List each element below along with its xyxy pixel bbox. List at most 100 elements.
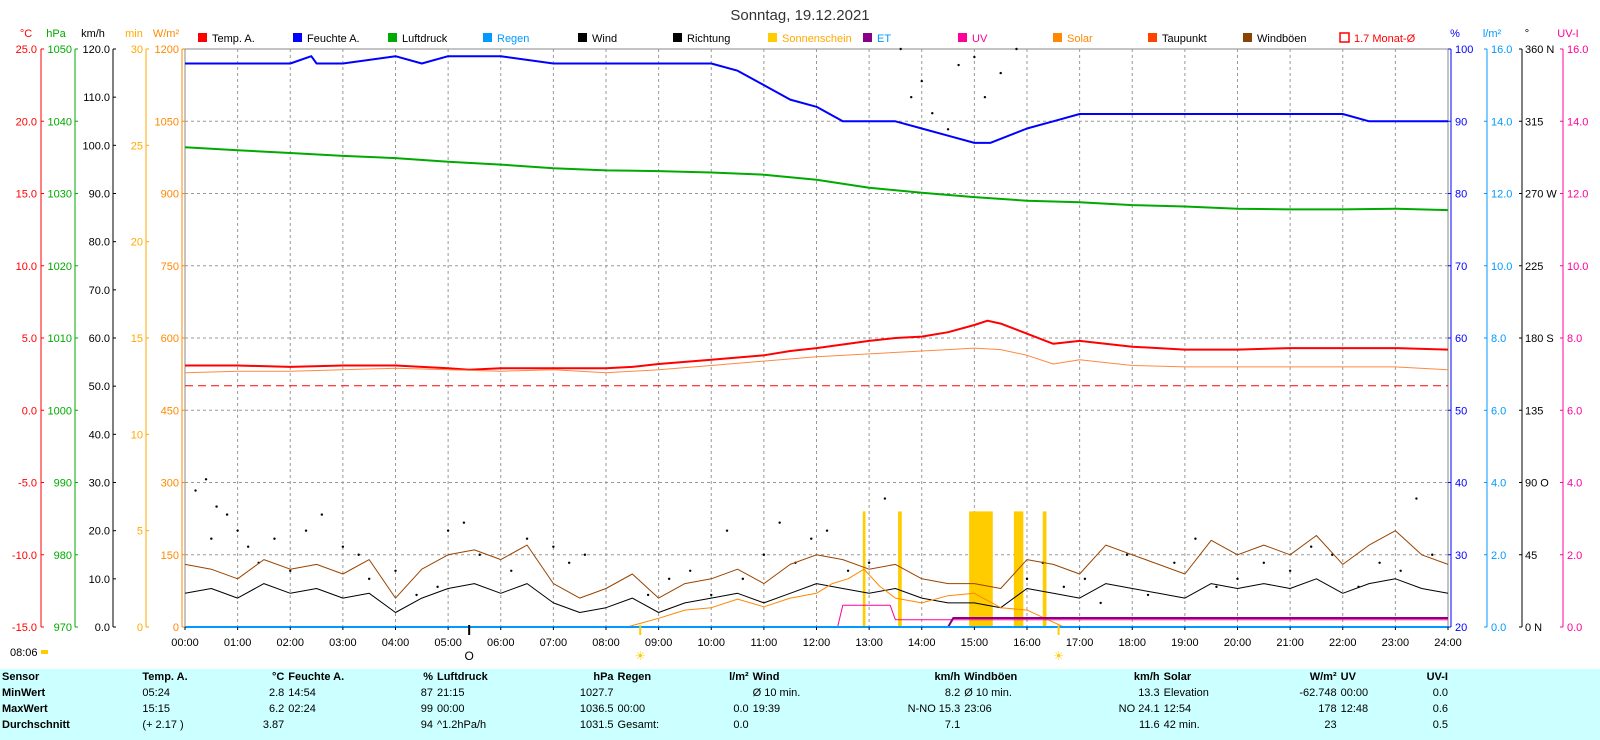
stats-cell: 6.2 xyxy=(269,703,285,715)
axis-tick-label: 135 xyxy=(1525,405,1543,417)
stats-header-row: Sensor Temp. A. °C Feuchte A.% Luftdruck hPa R… xyxy=(0,669,1450,685)
stats-cell: 0.0 xyxy=(733,719,749,731)
stats-cell: 3.87 xyxy=(262,719,285,731)
stats-cell: NO 24.1 xyxy=(1118,703,1160,715)
stats-row: MinWert 05:24 2.8 14:54 87 21:15 1027.7 Ø 10 mi… xyxy=(0,685,1450,701)
direction-point xyxy=(1378,561,1381,564)
axis-tick-label: 10 xyxy=(131,429,143,441)
axis-tick-label: 450 xyxy=(161,405,179,417)
axis-tick-label: 1050 xyxy=(155,116,179,128)
axis-unit: °C xyxy=(20,28,32,40)
stats-cell: ^1.2hPa/h xyxy=(436,719,487,731)
direction-point xyxy=(1062,585,1066,589)
axis-tick-label: 0 xyxy=(137,622,143,634)
legend-swatch xyxy=(293,33,302,42)
direction-point xyxy=(646,593,650,597)
x-tick-label: 19:00 xyxy=(1171,637,1199,649)
axis-tick-label: 12.0 xyxy=(1567,189,1588,201)
stats-cell: 1031.5 xyxy=(579,719,614,731)
x-tick-label: 20:00 xyxy=(1224,637,1252,649)
axis-tick-label: 2.0 xyxy=(1491,550,1506,562)
legend-swatch xyxy=(863,33,872,42)
stats-table: Sensor Temp. A. °C Feuchte A.% Luftdruck hPa R… xyxy=(0,669,1450,733)
legend-swatch xyxy=(578,33,587,42)
legend-label: Windböen xyxy=(1257,33,1307,45)
axis-tick-label: 1200 xyxy=(155,44,179,56)
chart-title: Sonntag, 19.12.2021 xyxy=(730,7,869,24)
stats-header-cell: l/m² xyxy=(729,671,749,683)
x-tick-label: 14:00 xyxy=(908,637,936,649)
legend-label: Taupunkt xyxy=(1162,33,1207,45)
direction-point xyxy=(973,55,976,59)
x-tick-label: 16:00 xyxy=(1013,637,1041,649)
direction-point xyxy=(1215,585,1218,589)
x-tick-label: 23:00 xyxy=(1382,637,1410,649)
axis-tick-label: 180 S xyxy=(1525,333,1554,345)
axis-tick-label: 80.0 xyxy=(89,237,110,249)
axis-tick-label: 8.0 xyxy=(1491,333,1506,345)
axis-tick-label: 120.0 xyxy=(82,44,110,56)
legend-label: 1.7 Monat-Ø xyxy=(1354,33,1416,45)
axis-tick-label: 1020 xyxy=(48,261,72,273)
stats-header-cell: km/h xyxy=(1133,671,1160,683)
direction-point xyxy=(225,513,229,516)
stats-panel: Sensor Temp. A. °C Feuchte A.% Luftdruck hPa R… xyxy=(0,669,1600,740)
legend-swatch xyxy=(768,33,777,42)
axis-tick-label: 2.0 xyxy=(1567,550,1582,562)
axis-tick-label: 80 xyxy=(1455,189,1467,201)
direction-point xyxy=(194,489,197,492)
axis-tick-label: 15 xyxy=(131,333,143,345)
stats-cell: (+ 2.17 ) xyxy=(142,719,184,731)
direction-point xyxy=(415,593,418,597)
direction-point xyxy=(204,478,208,481)
stats-cell xyxy=(705,685,751,701)
axis-tick-label: 0 xyxy=(173,622,179,634)
legend-swatch xyxy=(673,33,682,42)
direction-point xyxy=(1083,577,1087,581)
direction-point xyxy=(320,513,324,516)
stats-cell xyxy=(286,717,403,733)
direction-point xyxy=(1099,601,1102,605)
axis-tick-label: 12.0 xyxy=(1491,189,1512,201)
legend-swatch xyxy=(1243,33,1252,42)
stats-cell: 0.6 xyxy=(1432,703,1448,715)
x-tick-label: 07:00 xyxy=(540,637,568,649)
x-tick-label: 08:00 xyxy=(592,637,620,649)
stats-row: MaxWert 15:15 6.2 02:24 99 00:00 1036.5 00:00 0.… xyxy=(0,701,1450,717)
axis-tick-label: 1030 xyxy=(48,189,72,201)
axis-tick-label: 10.0 xyxy=(16,261,37,273)
axis-tick-label: 30 xyxy=(1455,550,1467,562)
stats-cell: 14:54 xyxy=(288,687,316,699)
axis-tick-label: 110.0 xyxy=(83,92,110,104)
x-tick-label: 01:00 xyxy=(224,637,252,649)
x-marker-label: ☀ xyxy=(1053,649,1064,663)
stats-header-cell: Solar xyxy=(1163,671,1192,683)
stats-cell: 12:54 xyxy=(1163,703,1192,715)
stats-cell xyxy=(751,717,852,733)
legend-label: Feuchte A. xyxy=(307,33,360,45)
direction-point xyxy=(778,521,781,524)
direction-point xyxy=(946,128,950,131)
direction-point xyxy=(741,577,745,581)
axis-tick-label: 40.0 xyxy=(89,429,110,441)
x-tick-label: 17:00 xyxy=(1066,637,1094,649)
direction-point xyxy=(710,593,713,597)
stats-header-cell: W/m² xyxy=(1309,671,1337,683)
direction-point xyxy=(273,537,276,540)
stats-cell: 21:15 xyxy=(436,687,465,699)
stats-header-cell: % xyxy=(423,671,433,683)
x-tick-label: 03:00 xyxy=(329,637,357,649)
axis-tick-label: 100.0 xyxy=(82,140,110,152)
axis-tick-label: 14.0 xyxy=(1491,116,1512,128)
axis-tick-label: 0.0 xyxy=(1491,622,1506,634)
axis-tick-label: 40 xyxy=(1455,478,1467,490)
axis-tick-label: 100 xyxy=(1455,44,1473,56)
axis-tick-label: 50 xyxy=(1455,405,1467,417)
direction-point xyxy=(567,561,571,564)
stats-cell: 02:24 xyxy=(288,703,316,715)
direction-point xyxy=(210,537,213,540)
axis-tick-label: 150 xyxy=(161,550,179,562)
stats-cell: Ø 10 min. xyxy=(752,687,801,699)
axis-tick-label: 750 xyxy=(161,261,179,273)
direction-point xyxy=(883,497,887,500)
